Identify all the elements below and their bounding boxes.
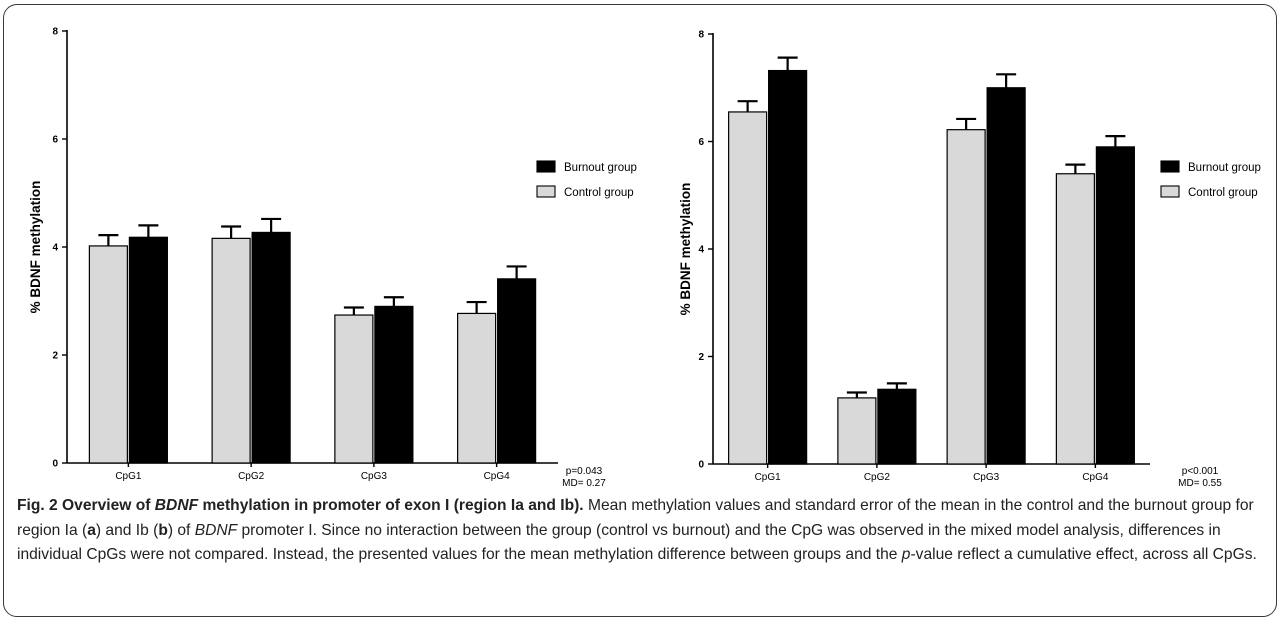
x-tick-label-b: CpG1 <box>755 472 782 483</box>
bar-burnout-cpg3-a <box>374 305 414 464</box>
legend-label-control-a: Control group <box>564 187 634 199</box>
x-tick-label-a: CpG1 <box>115 471 142 482</box>
caption-body-gene: BDNF <box>194 521 238 539</box>
y-tick-label-b: 8 <box>698 30 704 41</box>
caption-body-3: ) of <box>167 521 195 539</box>
legend-label-burnout-a: Burnout group <box>564 162 637 174</box>
y-tick-label-a: 2 <box>52 351 58 362</box>
bar-control-cpg4-a <box>457 312 497 464</box>
stat-p-value-a: p=0.043 <box>566 466 603 477</box>
caption-title-post: methylation in promoter of exon I (regio… <box>198 497 584 514</box>
legend-label-burnout-b: Burnout group <box>1188 162 1261 174</box>
bar-control-cpg3-a <box>334 314 374 464</box>
caption-body-2: ) and Ib ( <box>95 521 159 539</box>
bar-burnout-cpg4-a <box>497 278 537 464</box>
caption-body-4: promoter I. Since no interaction between… <box>17 521 1221 564</box>
bar-burnout-cpg2-a <box>251 231 291 464</box>
bar-control-cpg1-b <box>728 111 768 465</box>
y-tick-label-a: 8 <box>52 27 58 38</box>
bar-burnout-cpg3-b <box>986 87 1026 465</box>
caption-panel-b-letter: b <box>158 521 168 539</box>
caption-body-p: p <box>901 546 911 563</box>
y-axis-label-a: % BDNF methylation <box>28 181 43 314</box>
bar-control-cpg1-a <box>88 245 128 464</box>
caption-panel-a-letter: a <box>87 521 96 539</box>
chart-panel-b: p<0.001 MD= 0.55 0 2 4 6 8 % BDNF methylation… <box>678 30 1261 490</box>
legend-swatch-burnout-b <box>1160 160 1180 173</box>
caption-body-1: Mean methylation values and standard err… <box>17 497 1254 539</box>
x-tick-label-b: CpG2 <box>864 472 891 483</box>
x-tick-label-a: CpG3 <box>361 471 388 482</box>
x-tick-label-b: CpG3 <box>973 472 1000 483</box>
caption-title-gene: BDNF <box>154 497 199 514</box>
legend-swatch-control-a <box>536 185 556 198</box>
caption-title-pre: Fig. 2 Overview of <box>17 497 155 514</box>
figure-charts: p=0.043 MD= 0.27 0 2 4 6 8 % BDNF methylation… <box>28 27 1261 490</box>
x-tick-label-a: CpG4 <box>484 471 511 482</box>
chart-panel-a: p=0.043 MD= 0.27 0 2 4 6 8 % BDNF methylation… <box>28 27 637 490</box>
y-tick-label-a: 6 <box>52 135 58 146</box>
bar-burnout-cpg4-b <box>1095 146 1135 465</box>
y-tick-label-b: 0 <box>698 460 704 471</box>
bar-control-cpg2-a <box>211 237 251 464</box>
y-tick-label-b: 2 <box>698 352 704 363</box>
x-tick-label-b: CpG4 <box>1082 472 1109 483</box>
y-tick-label-a: 4 <box>52 243 58 254</box>
bar-burnout-cpg1-a <box>128 236 168 464</box>
bar-control-cpg3-b <box>946 129 986 465</box>
x-tick-label-a: CpG2 <box>238 471 265 482</box>
legend-label-control-b: Control group <box>1188 187 1258 199</box>
bar-control-cpg4-b <box>1055 173 1095 465</box>
stat-mean-difference-a: MD= 0.27 <box>562 478 606 489</box>
legend-swatch-control-b <box>1160 185 1180 198</box>
y-tick-label-a: 0 <box>52 459 58 470</box>
bar-burnout-cpg2-b <box>877 388 917 465</box>
caption-title: Fig. 2 Overview of BDNF methylation in p… <box>17 497 584 514</box>
caption-body-5: -value reflect a cumulative effect, acro… <box>910 546 1257 563</box>
legend-swatch-burnout-a <box>536 160 556 173</box>
y-tick-label-b: 6 <box>698 137 704 148</box>
stat-mean-difference-b: MD= 0.55 <box>1178 478 1222 489</box>
stat-p-value-b: p<0.001 <box>1182 466 1219 477</box>
figure-caption: Fig. 2 Overview of BDNF methylation in p… <box>17 494 1271 568</box>
figure-frame <box>3 4 1277 617</box>
y-axis-label-b: % BDNF methylation <box>678 183 693 316</box>
bar-control-cpg2-b <box>837 397 877 465</box>
y-tick-label-b: 4 <box>698 245 704 256</box>
bar-burnout-cpg1-b <box>768 69 808 465</box>
